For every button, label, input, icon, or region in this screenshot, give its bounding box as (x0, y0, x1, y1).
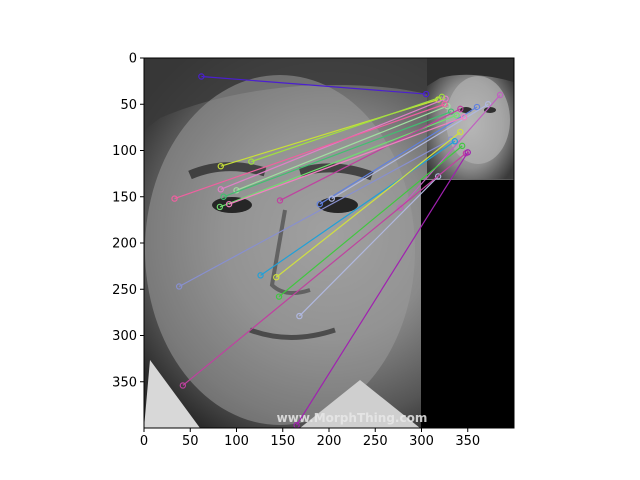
match-point-src-19 (225, 200, 233, 208)
match-point-dst-12 (451, 138, 458, 145)
match-line-16 (182, 152, 467, 386)
match-line-10 (399, 94, 501, 209)
mouth-shape (249, 327, 336, 340)
x-tick-label-2: 100 (224, 434, 249, 449)
x-tick-label-0: 0 (140, 434, 148, 449)
match-point-dst-15 (434, 173, 442, 180)
match-line-3 (236, 105, 448, 191)
match-line-15 (298, 175, 439, 317)
match-point-dst-14 (459, 142, 466, 150)
match-line-2 (220, 98, 446, 190)
y-tick-label-3: 150 (112, 190, 137, 205)
shirt-collar (144, 360, 200, 428)
match-line-9 (331, 103, 489, 200)
match-point-src-5 (220, 193, 227, 200)
match-point-dst-17 (464, 149, 471, 156)
match-lines (171, 73, 504, 429)
match-point-src-4 (171, 195, 178, 202)
x-tick-label-1: 50 (182, 434, 199, 449)
padding-region (421, 180, 514, 428)
match-point-src-10 (397, 204, 404, 212)
match-point-src-0 (198, 73, 205, 80)
photo-image: www.MorphThing.com (144, 58, 514, 428)
match-point-src-18 (248, 158, 255, 165)
match-point-dst-19 (460, 113, 468, 121)
match-point-src-9 (328, 195, 335, 202)
match-point-src-12 (257, 272, 264, 279)
y-axis-ticks: 0 50 100 150 200 250 300 350 (112, 52, 144, 390)
y-tick-label-6: 300 (112, 329, 137, 344)
match-point-src-11 (175, 283, 183, 290)
hair-shape (144, 58, 430, 130)
match-point-src-1 (217, 163, 224, 170)
match-line-12 (260, 140, 456, 276)
y-tick-label-7: 350 (112, 375, 137, 390)
match-point-dst-10 (496, 91, 504, 99)
watermark-text: www.MorphThing.com (277, 411, 428, 425)
x-tick-label-7: 350 (455, 434, 480, 449)
match-line-14 (278, 145, 463, 298)
match-point-src-15 (296, 312, 303, 320)
match-point-dst-18 (438, 93, 446, 101)
match-point-src-16 (179, 382, 187, 389)
match-line-7 (279, 108, 461, 201)
match-line-4 (174, 103, 445, 200)
y-tick-label-5: 250 (112, 283, 137, 298)
match-line-13 (275, 131, 461, 278)
nose-shape (269, 209, 311, 296)
match-point-dst-7 (457, 105, 464, 113)
match-point-src-13 (273, 274, 280, 281)
right-brow (298, 163, 374, 181)
match-point-src-14 (275, 293, 283, 300)
match-point-dst-4 (441, 101, 448, 108)
match-line-0 (201, 75, 427, 95)
match-point-src-6 (216, 203, 224, 211)
match-point-dst-9 (484, 101, 492, 108)
match-point-src-7 (276, 197, 284, 204)
y-tick-label-2: 100 (112, 144, 137, 159)
match-point-src-8 (316, 200, 323, 208)
match-point-src-2 (217, 186, 224, 193)
match-point-dst-6 (453, 112, 460, 119)
right-eye (318, 197, 358, 213)
match-point-dst-8 (473, 103, 481, 111)
y-tick-label-0: 0 (129, 52, 137, 67)
match-line-5 (223, 111, 452, 198)
x-axis-ticks: 0 50 100 150 200 250 300 350 (140, 428, 480, 449)
match-line-11 (178, 138, 452, 288)
match-line-18 (251, 96, 443, 163)
shirt-collar-right (300, 380, 420, 428)
x-tick-label-4: 200 (317, 434, 342, 449)
x-tick-label-5: 250 (363, 434, 388, 449)
y-tick-label-1: 50 (120, 98, 137, 113)
match-line-19 (228, 116, 465, 205)
match-point-src-3 (233, 187, 240, 194)
x-tick-label-6: 300 (409, 434, 434, 449)
y-tick-label-4: 200 (112, 237, 137, 252)
match-point-dst-0 (422, 90, 430, 98)
match-line-8 (319, 106, 478, 205)
match-point-dst-13 (457, 128, 464, 136)
x-tick-label-3: 150 (270, 434, 295, 449)
match-line-17 (296, 152, 469, 426)
